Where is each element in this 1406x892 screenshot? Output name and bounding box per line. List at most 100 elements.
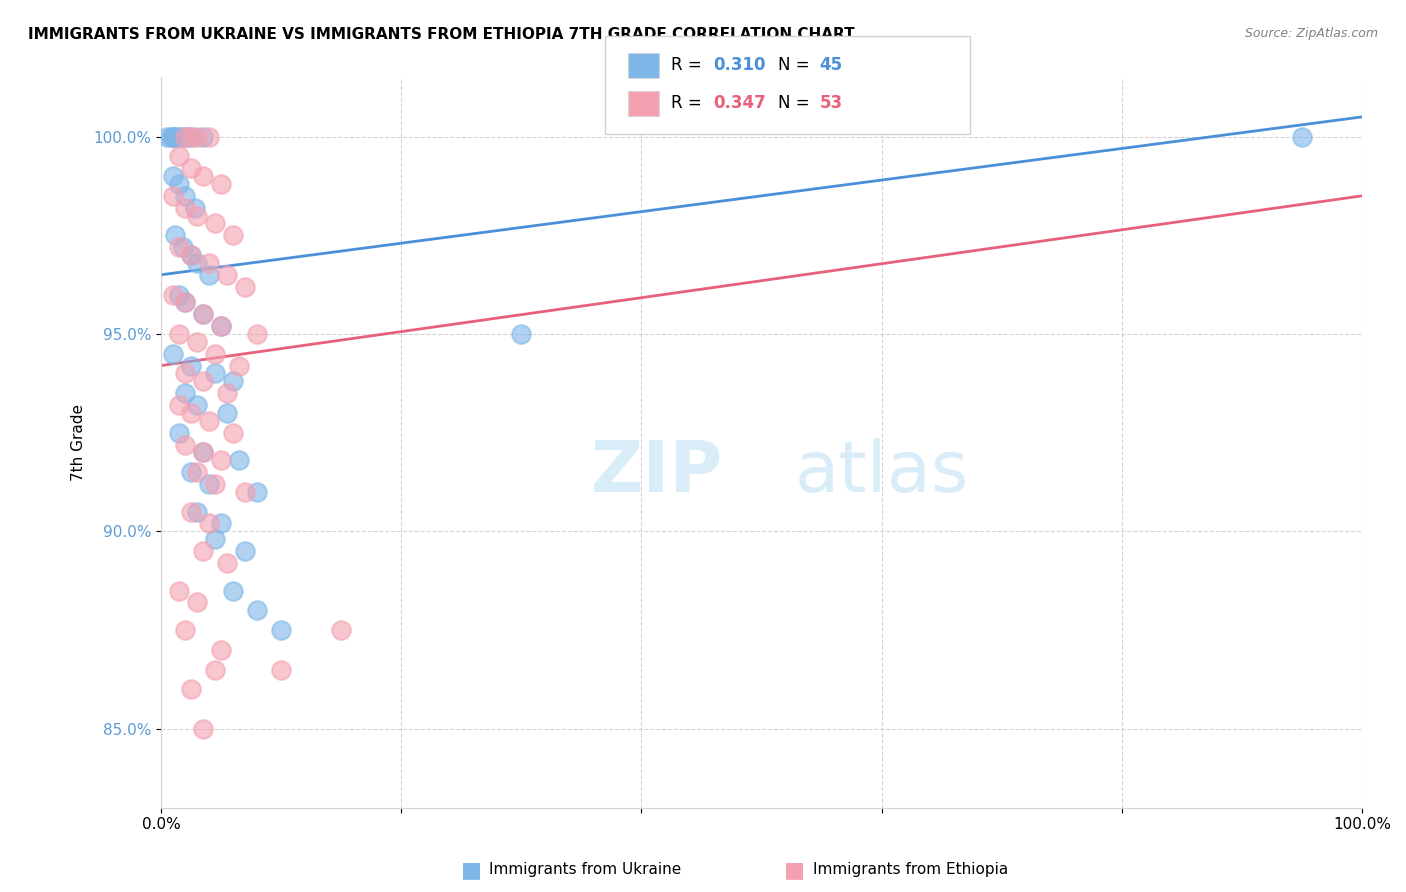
Point (209, 177, 232, 191)
Point (180, 161, 202, 176)
Point (180, 248, 202, 262)
Point (180, 682, 202, 697)
Point (186, 398, 208, 412)
Point (270, 623, 292, 637)
Point (204, 367, 226, 381)
Point (165, 129, 187, 144)
Point (1291, 129, 1313, 144)
Text: ZIP: ZIP (591, 438, 723, 508)
Y-axis label: 7th Grade: 7th Grade (72, 404, 86, 481)
Point (191, 307, 214, 321)
Point (204, 477, 226, 491)
Point (233, 544, 256, 558)
Point (167, 326, 190, 341)
Point (510, 326, 533, 341)
Point (215, 406, 238, 420)
Point (162, 169, 184, 183)
Point (167, 398, 190, 412)
Point (174, 201, 197, 215)
Point (186, 209, 208, 223)
Point (204, 533, 226, 547)
Text: atlas: atlas (794, 438, 969, 508)
Point (191, 722, 214, 736)
Point (222, 425, 245, 440)
Point (246, 326, 269, 341)
Point (222, 375, 245, 389)
Point (215, 268, 238, 282)
Point (174, 367, 197, 381)
Point (162, 189, 184, 203)
Point (246, 484, 269, 499)
Point (162, 129, 184, 144)
Point (167, 129, 190, 144)
Point (180, 505, 202, 519)
Point (209, 516, 232, 531)
Point (186, 465, 208, 479)
Point (174, 623, 197, 637)
Point (191, 445, 214, 459)
Point (191, 169, 214, 183)
Point (222, 583, 245, 598)
Point (167, 425, 190, 440)
Point (246, 603, 269, 617)
Point (163, 129, 186, 144)
Text: Source: ZipAtlas.com: Source: ZipAtlas.com (1244, 27, 1378, 40)
Point (180, 359, 202, 373)
Point (198, 268, 221, 282)
Point (174, 437, 197, 451)
Point (165, 228, 187, 243)
Point (191, 307, 214, 321)
Text: ■: ■ (785, 860, 804, 880)
Point (198, 477, 221, 491)
Point (167, 583, 190, 598)
Point (198, 129, 221, 144)
Text: Immigrants from Ukraine: Immigrants from Ukraine (489, 863, 682, 877)
Point (191, 544, 214, 558)
Point (198, 256, 221, 270)
Point (198, 516, 221, 531)
Point (209, 453, 232, 467)
Point (156, 129, 179, 144)
Point (167, 240, 190, 254)
Point (174, 189, 197, 203)
Point (183, 201, 205, 215)
Text: Immigrants from Ethiopia: Immigrants from Ethiopia (813, 863, 1008, 877)
Point (176, 129, 198, 144)
Point (270, 663, 292, 677)
Point (174, 129, 197, 144)
Point (159, 129, 181, 144)
Text: 53: 53 (820, 95, 842, 112)
Text: IMMIGRANTS FROM UKRAINE VS IMMIGRANTS FROM ETHIOPIA 7TH GRADE CORRELATION CHART: IMMIGRANTS FROM UKRAINE VS IMMIGRANTS FR… (28, 27, 855, 42)
Point (186, 256, 208, 270)
Point (174, 295, 197, 310)
Point (172, 240, 194, 254)
Text: N =: N = (778, 95, 814, 112)
Text: N =: N = (778, 56, 814, 74)
Text: 0.347: 0.347 (713, 95, 766, 112)
Text: 45: 45 (820, 56, 842, 74)
Point (191, 375, 214, 389)
Point (186, 505, 208, 519)
Point (180, 129, 202, 144)
Text: R =: R = (671, 95, 707, 112)
Point (209, 642, 232, 657)
Text: R =: R = (671, 56, 707, 74)
Point (233, 484, 256, 499)
Point (209, 319, 232, 334)
Point (162, 347, 184, 361)
Point (330, 623, 353, 637)
Point (186, 595, 208, 609)
Point (204, 217, 226, 231)
Point (191, 445, 214, 459)
Point (215, 386, 238, 401)
Point (186, 334, 208, 349)
Point (162, 287, 184, 301)
Point (228, 453, 250, 467)
Point (209, 319, 232, 334)
Point (174, 386, 197, 401)
Point (167, 177, 190, 191)
Point (215, 556, 238, 570)
Point (191, 129, 214, 144)
Point (233, 279, 256, 293)
Point (180, 465, 202, 479)
